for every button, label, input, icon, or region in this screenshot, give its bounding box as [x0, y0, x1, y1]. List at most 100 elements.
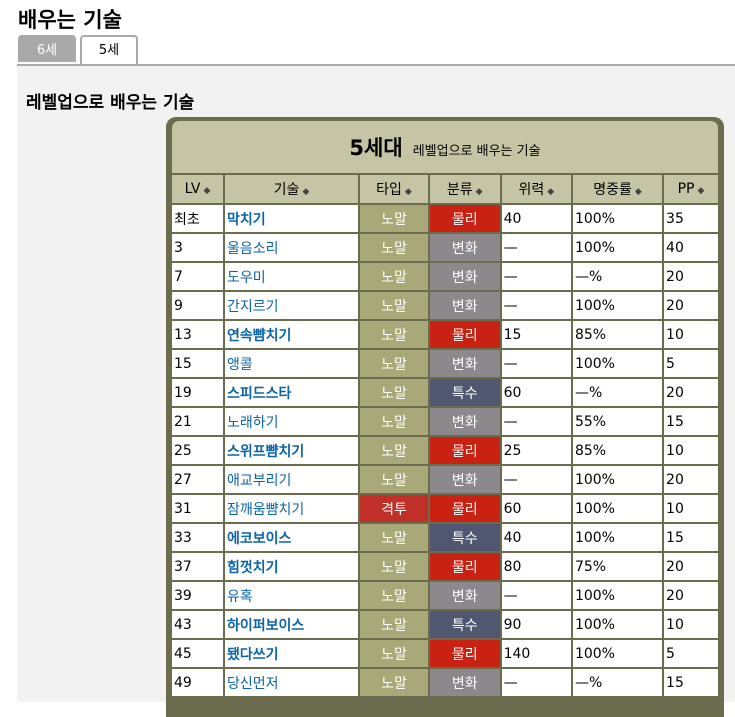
category-badge: 물리 [429, 495, 500, 522]
move-link[interactable]: 간지르기 [227, 298, 279, 315]
power-cell: — [501, 669, 571, 696]
table-caption: 5세대 레벨업으로 배우는 기술 [172, 121, 718, 173]
accuracy-cell: 100% [572, 466, 663, 493]
category-badge: 특수 [429, 524, 500, 551]
move-link[interactable]: 당신먼저 [227, 675, 279, 692]
level-cell: 33 [172, 524, 223, 551]
accuracy-cell: 100% [572, 611, 663, 638]
table-row: 7 도우미 노말 변화 — —% 20 [172, 263, 718, 290]
move-link[interactable]: 됐다쓰기 [227, 646, 279, 663]
table-row: 9 간지르기 노말 변화 —100% 20 [172, 292, 718, 319]
move-link[interactable]: 잠깨움뺨치기 [227, 501, 305, 518]
sort-icon: ◆ [203, 186, 211, 196]
pp-cell: 20 [664, 582, 718, 609]
column-header[interactable]: 명중률 ◆ [572, 175, 663, 203]
move-link[interactable]: 막치기 [227, 211, 266, 228]
type-badge[interactable]: 노말 [360, 466, 428, 493]
move-link[interactable]: 앵콜 [227, 356, 253, 373]
move-link[interactable]: 유혹 [227, 588, 253, 605]
accuracy-cell: 55% [572, 408, 663, 435]
level-cell: 37 [172, 553, 223, 580]
table-row: 15 앵콜 노말 변화 —100% 5 [172, 350, 718, 377]
accuracy-cell: 100% [572, 582, 663, 609]
table-row: 19 스피드스타 노말 특수 60 —% 20 [172, 379, 718, 406]
column-header[interactable]: 분류 ◆ [429, 175, 500, 203]
column-header[interactable]: 기술 ◆ [225, 175, 359, 203]
type-badge[interactable]: 노말 [360, 582, 428, 609]
type-badge[interactable]: 노말 [360, 379, 428, 406]
category-badge: 물리 [429, 437, 500, 464]
type-badge[interactable]: 노말 [360, 553, 428, 580]
column-header[interactable]: 위력 ◆ [501, 175, 571, 203]
column-header-label: 분류 [446, 182, 473, 198]
move-link[interactable]: 울음소리 [227, 240, 279, 257]
table-row: 33 에코보이스 노말 특수 40 100% 15 [172, 524, 718, 551]
level-cell: 19 [172, 379, 223, 406]
table-row: 43 하이퍼보이스 노말 특수 90 100% 10 [172, 611, 718, 638]
accuracy-cell: 100% [572, 495, 663, 522]
type-badge[interactable]: 노말 [360, 263, 428, 290]
move-cell: 노래하기 [225, 408, 359, 435]
pp-cell: 10 [664, 611, 718, 638]
table-row: 25 스위프뺨치기 노말 물리 25 85% 10 [172, 437, 718, 464]
power-cell: 90 [501, 611, 571, 638]
move-link[interactable]: 힘껏치기 [227, 559, 279, 576]
column-header[interactable]: LV ◆ [172, 175, 223, 203]
type-badge[interactable]: 노말 [360, 524, 428, 551]
type-badge[interactable]: 노말 [360, 611, 428, 638]
column-header-label: PP [677, 181, 695, 197]
tab-gen6[interactable]: 6세대 [18, 35, 76, 86]
column-header-label: 기술 [273, 182, 300, 198]
power-cell: — [501, 582, 571, 609]
table-row: 27 애교부리기 노말 변화 —100% 20 [172, 466, 718, 493]
move-link[interactable]: 하이퍼보이스 [227, 617, 305, 634]
move-link[interactable]: 스피드스타 [227, 385, 292, 402]
level-cell: 7 [172, 263, 223, 290]
table-row: 13 연속뺨치기 노말 물리 15 85% 10 [172, 321, 718, 348]
category-badge: 물리 [429, 640, 500, 667]
category-badge: 물리 [429, 205, 500, 232]
level-cell: 27 [172, 466, 223, 493]
pp-cell: 10 [664, 437, 718, 464]
type-badge[interactable]: 노말 [360, 234, 428, 261]
table-row: 21 노래하기 노말 변화 —55% 15 [172, 408, 718, 435]
sort-icon: ◆ [302, 187, 310, 197]
move-link[interactable]: 에코보이스 [227, 530, 292, 547]
move-cell: 유혹 [225, 582, 359, 609]
sort-icon: ◆ [475, 187, 483, 197]
level-cell: 9 [172, 292, 223, 319]
move-link[interactable]: 도우미 [227, 269, 266, 286]
column-header-label: 명중률 [593, 182, 632, 198]
pp-cell: 10 [664, 495, 718, 522]
sort-icon: ◆ [697, 186, 705, 196]
type-badge[interactable]: 노말 [360, 408, 428, 435]
category-badge: 변화 [429, 263, 500, 290]
pp-cell: 5 [664, 350, 718, 377]
type-badge[interactable]: 노말 [360, 292, 428, 319]
type-badge[interactable]: 노말 [360, 350, 428, 377]
type-badge[interactable]: 노말 [360, 669, 428, 696]
type-badge[interactable]: 노말 [360, 205, 428, 232]
type-badge[interactable]: 노말 [360, 321, 428, 348]
sort-icon: ◆ [547, 187, 555, 197]
level-cell: 45 [172, 640, 223, 667]
accuracy-cell: —% [572, 669, 663, 696]
level-cell: 31 [172, 495, 223, 522]
pp-cell: 5 [664, 640, 718, 667]
move-link[interactable]: 애교부리기 [227, 472, 292, 489]
tab-gen5[interactable]: 5세대 [80, 35, 138, 86]
accuracy-cell: 100% [572, 205, 663, 232]
power-cell: 60 [501, 379, 571, 406]
generation-tabs: 6세대 5세대 [18, 35, 138, 86]
move-link[interactable]: 연속뺨치기 [227, 327, 292, 344]
type-badge[interactable]: 격투 [360, 495, 428, 522]
pp-cell: 20 [664, 466, 718, 493]
column-header[interactable]: PP ◆ [664, 175, 718, 203]
type-badge[interactable]: 노말 [360, 640, 428, 667]
move-link[interactable]: 노래하기 [227, 414, 279, 431]
accuracy-cell: 75% [572, 553, 663, 580]
move-link[interactable]: 스위프뺨치기 [227, 443, 305, 460]
pp-cell: 35 [664, 205, 718, 232]
column-header[interactable]: 타입 ◆ [360, 175, 428, 203]
type-badge[interactable]: 노말 [360, 437, 428, 464]
